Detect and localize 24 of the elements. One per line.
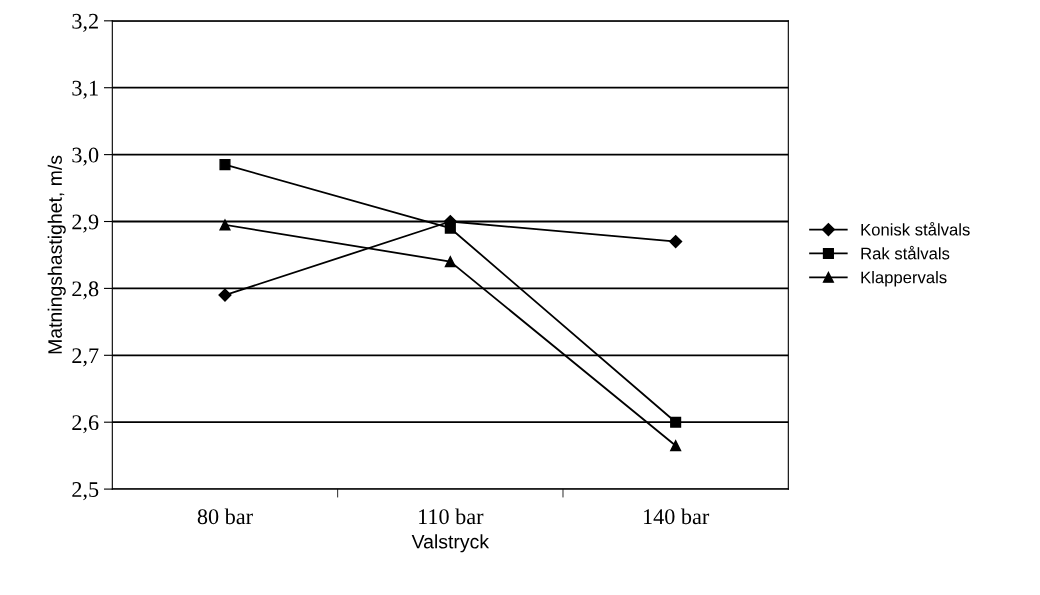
x-tick-label: 110 bar (419, 508, 484, 525)
y-tick-label: 2,6 (72, 415, 99, 434)
y-tick-label: 2,7 (72, 348, 99, 367)
y-tick-label: 2,5 (72, 482, 99, 501)
x-axis-title: Valstryck (411, 534, 490, 553)
y-tick-label: 2,8 (72, 281, 99, 300)
x-tick-label: 80 bar (197, 508, 253, 525)
y-tick-label: 3,1 (72, 80, 98, 99)
point (670, 416, 682, 428)
y-axis-title: Matningshastighet, m/s (47, 155, 66, 354)
point (218, 288, 232, 302)
point (444, 256, 456, 268)
y-tick-label: 3,0 (72, 147, 99, 166)
point (219, 219, 231, 231)
legend-label: Klappervals (861, 271, 947, 287)
point (444, 222, 456, 234)
point (669, 234, 683, 249)
point (219, 159, 231, 171)
x-tick-label: 140 bar (643, 508, 710, 525)
legend-label: Rak stålvals (861, 245, 950, 260)
point (670, 440, 682, 452)
legend-label: Konisk stålvals (861, 221, 970, 236)
y-tick-label: 2,9 (72, 214, 99, 233)
y-tick-label: 3,2 (72, 13, 98, 32)
